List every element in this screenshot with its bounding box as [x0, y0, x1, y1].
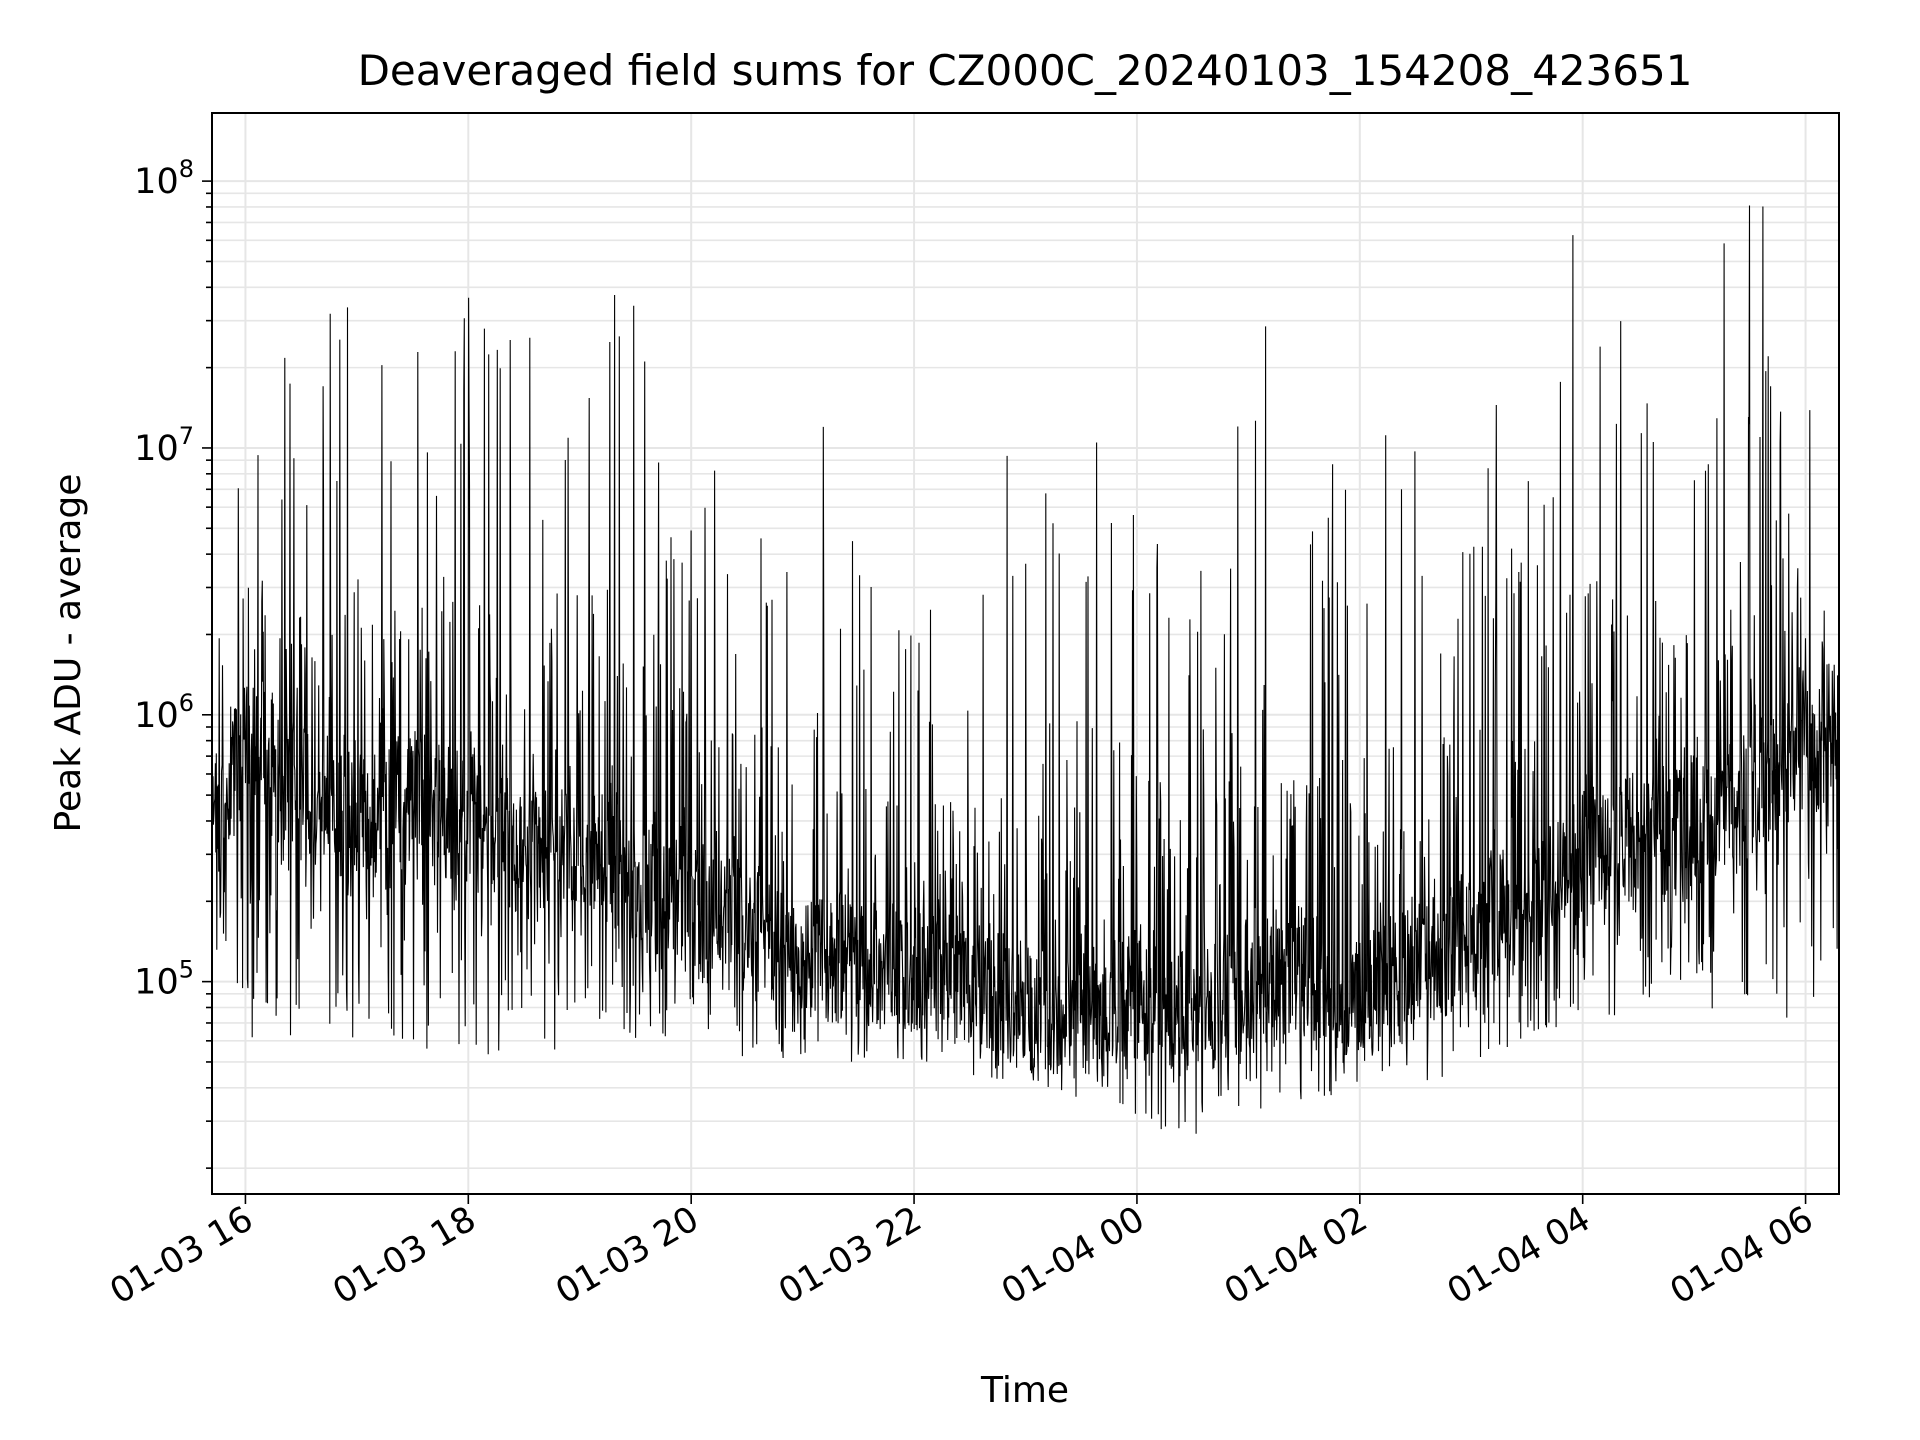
- x-axis-label: Time: [980, 1370, 1069, 1411]
- y-tick-label: 108: [134, 155, 194, 202]
- y-tick-label: 107: [134, 422, 194, 469]
- x-tick-label: 01-03 18: [327, 1199, 483, 1312]
- x-tick-label: 01-04 00: [995, 1199, 1151, 1312]
- plot-frame: [211, 112, 1840, 1195]
- x-tick-label: 01-03 16: [104, 1199, 260, 1312]
- chart-title: Deaveraged field sums for CZ000C_2024010…: [358, 46, 1693, 95]
- plot-area: [212, 205, 1839, 1134]
- y-tick-label: 105: [134, 956, 194, 1003]
- x-tick-label: 01-04 04: [1441, 1199, 1597, 1312]
- x-tick-label: 01-04 02: [1218, 1199, 1374, 1312]
- x-tick-label: 01-03 20: [549, 1199, 705, 1312]
- y-axis-ticks: 105 106 107 108: [134, 155, 212, 1169]
- series-line: [212, 205, 1839, 1134]
- y-tick-label: 106: [134, 689, 194, 736]
- x-axis-ticks: 01-03 16 01-03 18 01-03 20 01-03 22 01-04 00…: [104, 1194, 1820, 1312]
- x-tick-label: 01-03 22: [772, 1199, 928, 1312]
- x-tick-label: 01-04 06: [1664, 1199, 1820, 1312]
- y-axis-label: Peak ADU - average: [48, 474, 89, 833]
